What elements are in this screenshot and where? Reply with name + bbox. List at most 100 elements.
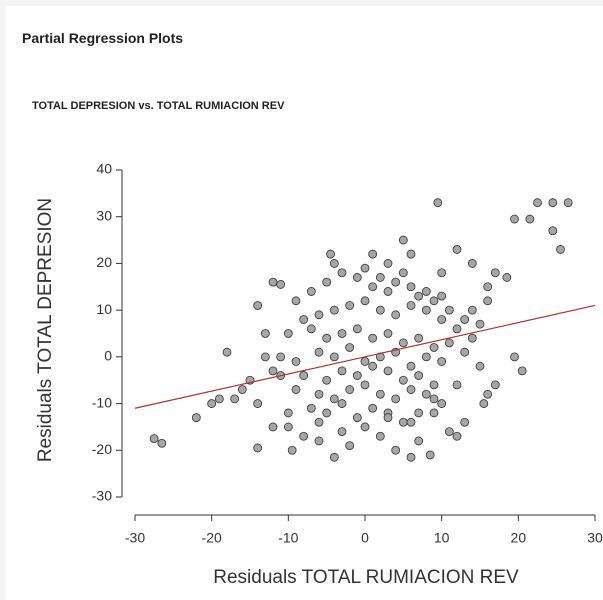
point xyxy=(345,301,355,310)
point xyxy=(360,263,370,273)
x-tick-label: 20 xyxy=(511,530,527,546)
point xyxy=(253,399,263,408)
point xyxy=(191,413,201,422)
x-tick-label: -10 xyxy=(278,530,298,546)
point xyxy=(490,380,500,390)
point xyxy=(444,305,454,315)
point xyxy=(157,438,167,448)
point xyxy=(287,445,297,455)
point xyxy=(329,305,339,315)
y-tick-label: 0 xyxy=(104,348,112,364)
point xyxy=(502,273,512,282)
point xyxy=(525,214,535,224)
point xyxy=(391,310,401,320)
point xyxy=(483,282,493,292)
point xyxy=(337,268,347,278)
point xyxy=(222,347,232,357)
point xyxy=(322,277,332,287)
point xyxy=(398,268,408,278)
point xyxy=(237,385,247,394)
point xyxy=(414,333,424,343)
point xyxy=(383,413,393,422)
point xyxy=(375,389,385,399)
point xyxy=(429,408,439,418)
point xyxy=(337,427,347,437)
point xyxy=(291,385,301,394)
y-tick-label: 30 xyxy=(96,207,112,223)
point xyxy=(360,357,370,366)
point xyxy=(306,403,316,413)
point xyxy=(406,361,416,371)
point xyxy=(314,436,324,446)
point xyxy=(510,214,519,224)
x-axis-label: Residuals TOTAL RUMIACION REV xyxy=(213,567,519,588)
point xyxy=(337,366,347,376)
point xyxy=(421,287,431,296)
point xyxy=(398,235,408,245)
fit-line xyxy=(134,304,596,409)
point xyxy=(345,385,355,394)
point xyxy=(322,333,332,343)
point xyxy=(398,417,408,427)
point xyxy=(360,296,370,306)
point xyxy=(283,408,293,418)
point xyxy=(406,301,416,310)
point xyxy=(268,277,278,287)
point xyxy=(375,305,385,315)
point xyxy=(368,249,378,259)
point xyxy=(383,287,393,296)
point xyxy=(383,329,393,338)
point xyxy=(490,268,500,278)
point xyxy=(479,399,489,408)
point xyxy=(429,343,439,352)
point xyxy=(556,245,565,254)
point xyxy=(314,310,324,320)
point xyxy=(437,357,447,366)
y-tick-label: 10 xyxy=(96,301,112,317)
point xyxy=(230,394,240,404)
y-tick-label: -10 xyxy=(92,394,112,410)
point xyxy=(299,315,309,324)
point xyxy=(345,441,355,451)
point xyxy=(391,277,401,287)
point xyxy=(207,399,217,408)
point xyxy=(337,329,347,338)
point xyxy=(452,431,462,441)
point xyxy=(414,436,424,446)
point xyxy=(314,417,324,427)
point xyxy=(433,198,443,208)
x-tick-label: 10 xyxy=(434,530,450,546)
point xyxy=(429,394,439,404)
chart-title: TOTAL DEPRESION vs. TOTAL RUMIACION REV xyxy=(32,100,285,112)
point xyxy=(437,268,447,278)
point xyxy=(437,291,447,301)
point xyxy=(375,273,385,282)
point xyxy=(563,198,573,208)
point xyxy=(414,291,424,301)
point xyxy=(406,249,416,259)
point xyxy=(444,338,454,348)
point xyxy=(214,394,224,404)
point xyxy=(352,324,362,334)
y-tick-label: -30 xyxy=(92,488,112,504)
point xyxy=(268,366,278,376)
point xyxy=(452,245,462,254)
point xyxy=(329,259,339,268)
point xyxy=(352,273,362,282)
point xyxy=(337,399,347,408)
point xyxy=(460,417,470,427)
point xyxy=(360,422,370,432)
page-title: Partial Regression Plots xyxy=(22,30,184,46)
point xyxy=(467,305,477,315)
point xyxy=(375,431,385,441)
point xyxy=(406,452,416,462)
point xyxy=(260,329,270,338)
x-tick-label: 30 xyxy=(587,530,603,546)
point xyxy=(299,371,309,380)
point xyxy=(398,338,408,348)
point xyxy=(510,352,519,362)
point xyxy=(452,380,462,390)
point xyxy=(483,296,493,306)
point xyxy=(421,352,431,362)
point xyxy=(276,280,286,289)
